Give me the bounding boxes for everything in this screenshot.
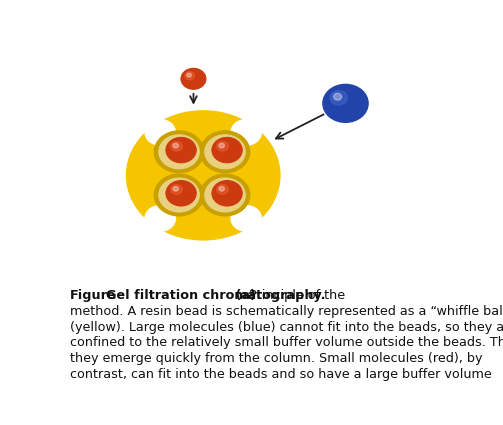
Text: (yellow). Large molecules (blue) cannot fit into the beads, so they are: (yellow). Large molecules (blue) cannot … [70,320,503,334]
Circle shape [205,178,245,212]
Text: Principle of the: Principle of the [245,289,346,302]
Circle shape [231,120,261,145]
Circle shape [155,175,203,215]
Circle shape [217,142,228,151]
Text: Figure: Figure [70,289,117,302]
Text: method. A resin bead is schematically represented as a “whiffle ball”: method. A resin bead is schematically re… [70,305,503,318]
Circle shape [201,131,249,172]
Circle shape [212,137,242,163]
Circle shape [145,120,175,145]
Circle shape [166,181,196,206]
Circle shape [219,143,224,148]
Circle shape [201,175,249,215]
Circle shape [145,206,175,231]
Circle shape [127,111,279,239]
Circle shape [187,73,191,77]
Circle shape [205,135,245,169]
Text: Gel filtration chromatography.: Gel filtration chromatography. [106,289,325,302]
Circle shape [212,181,242,206]
Circle shape [155,131,203,172]
Text: (a): (a) [231,289,256,302]
Circle shape [219,187,224,191]
Text: confined to the relatively small buffer volume outside the beads. Thus,: confined to the relatively small buffer … [70,336,503,349]
Circle shape [333,94,342,100]
Circle shape [166,137,196,163]
Circle shape [185,72,195,79]
Circle shape [171,184,182,194]
Circle shape [181,68,206,89]
Text: they emerge quickly from the column. Small molecules (red), by: they emerge quickly from the column. Sma… [70,352,482,365]
Circle shape [173,187,179,191]
Circle shape [173,143,179,148]
Text: contrast, can fit into the beads and so have a large buffer volume: contrast, can fit into the beads and so … [70,368,491,381]
Circle shape [231,206,261,231]
Circle shape [323,85,368,122]
Circle shape [171,142,182,151]
Circle shape [159,135,199,169]
Circle shape [159,178,199,212]
Circle shape [217,184,228,194]
Circle shape [330,91,347,105]
